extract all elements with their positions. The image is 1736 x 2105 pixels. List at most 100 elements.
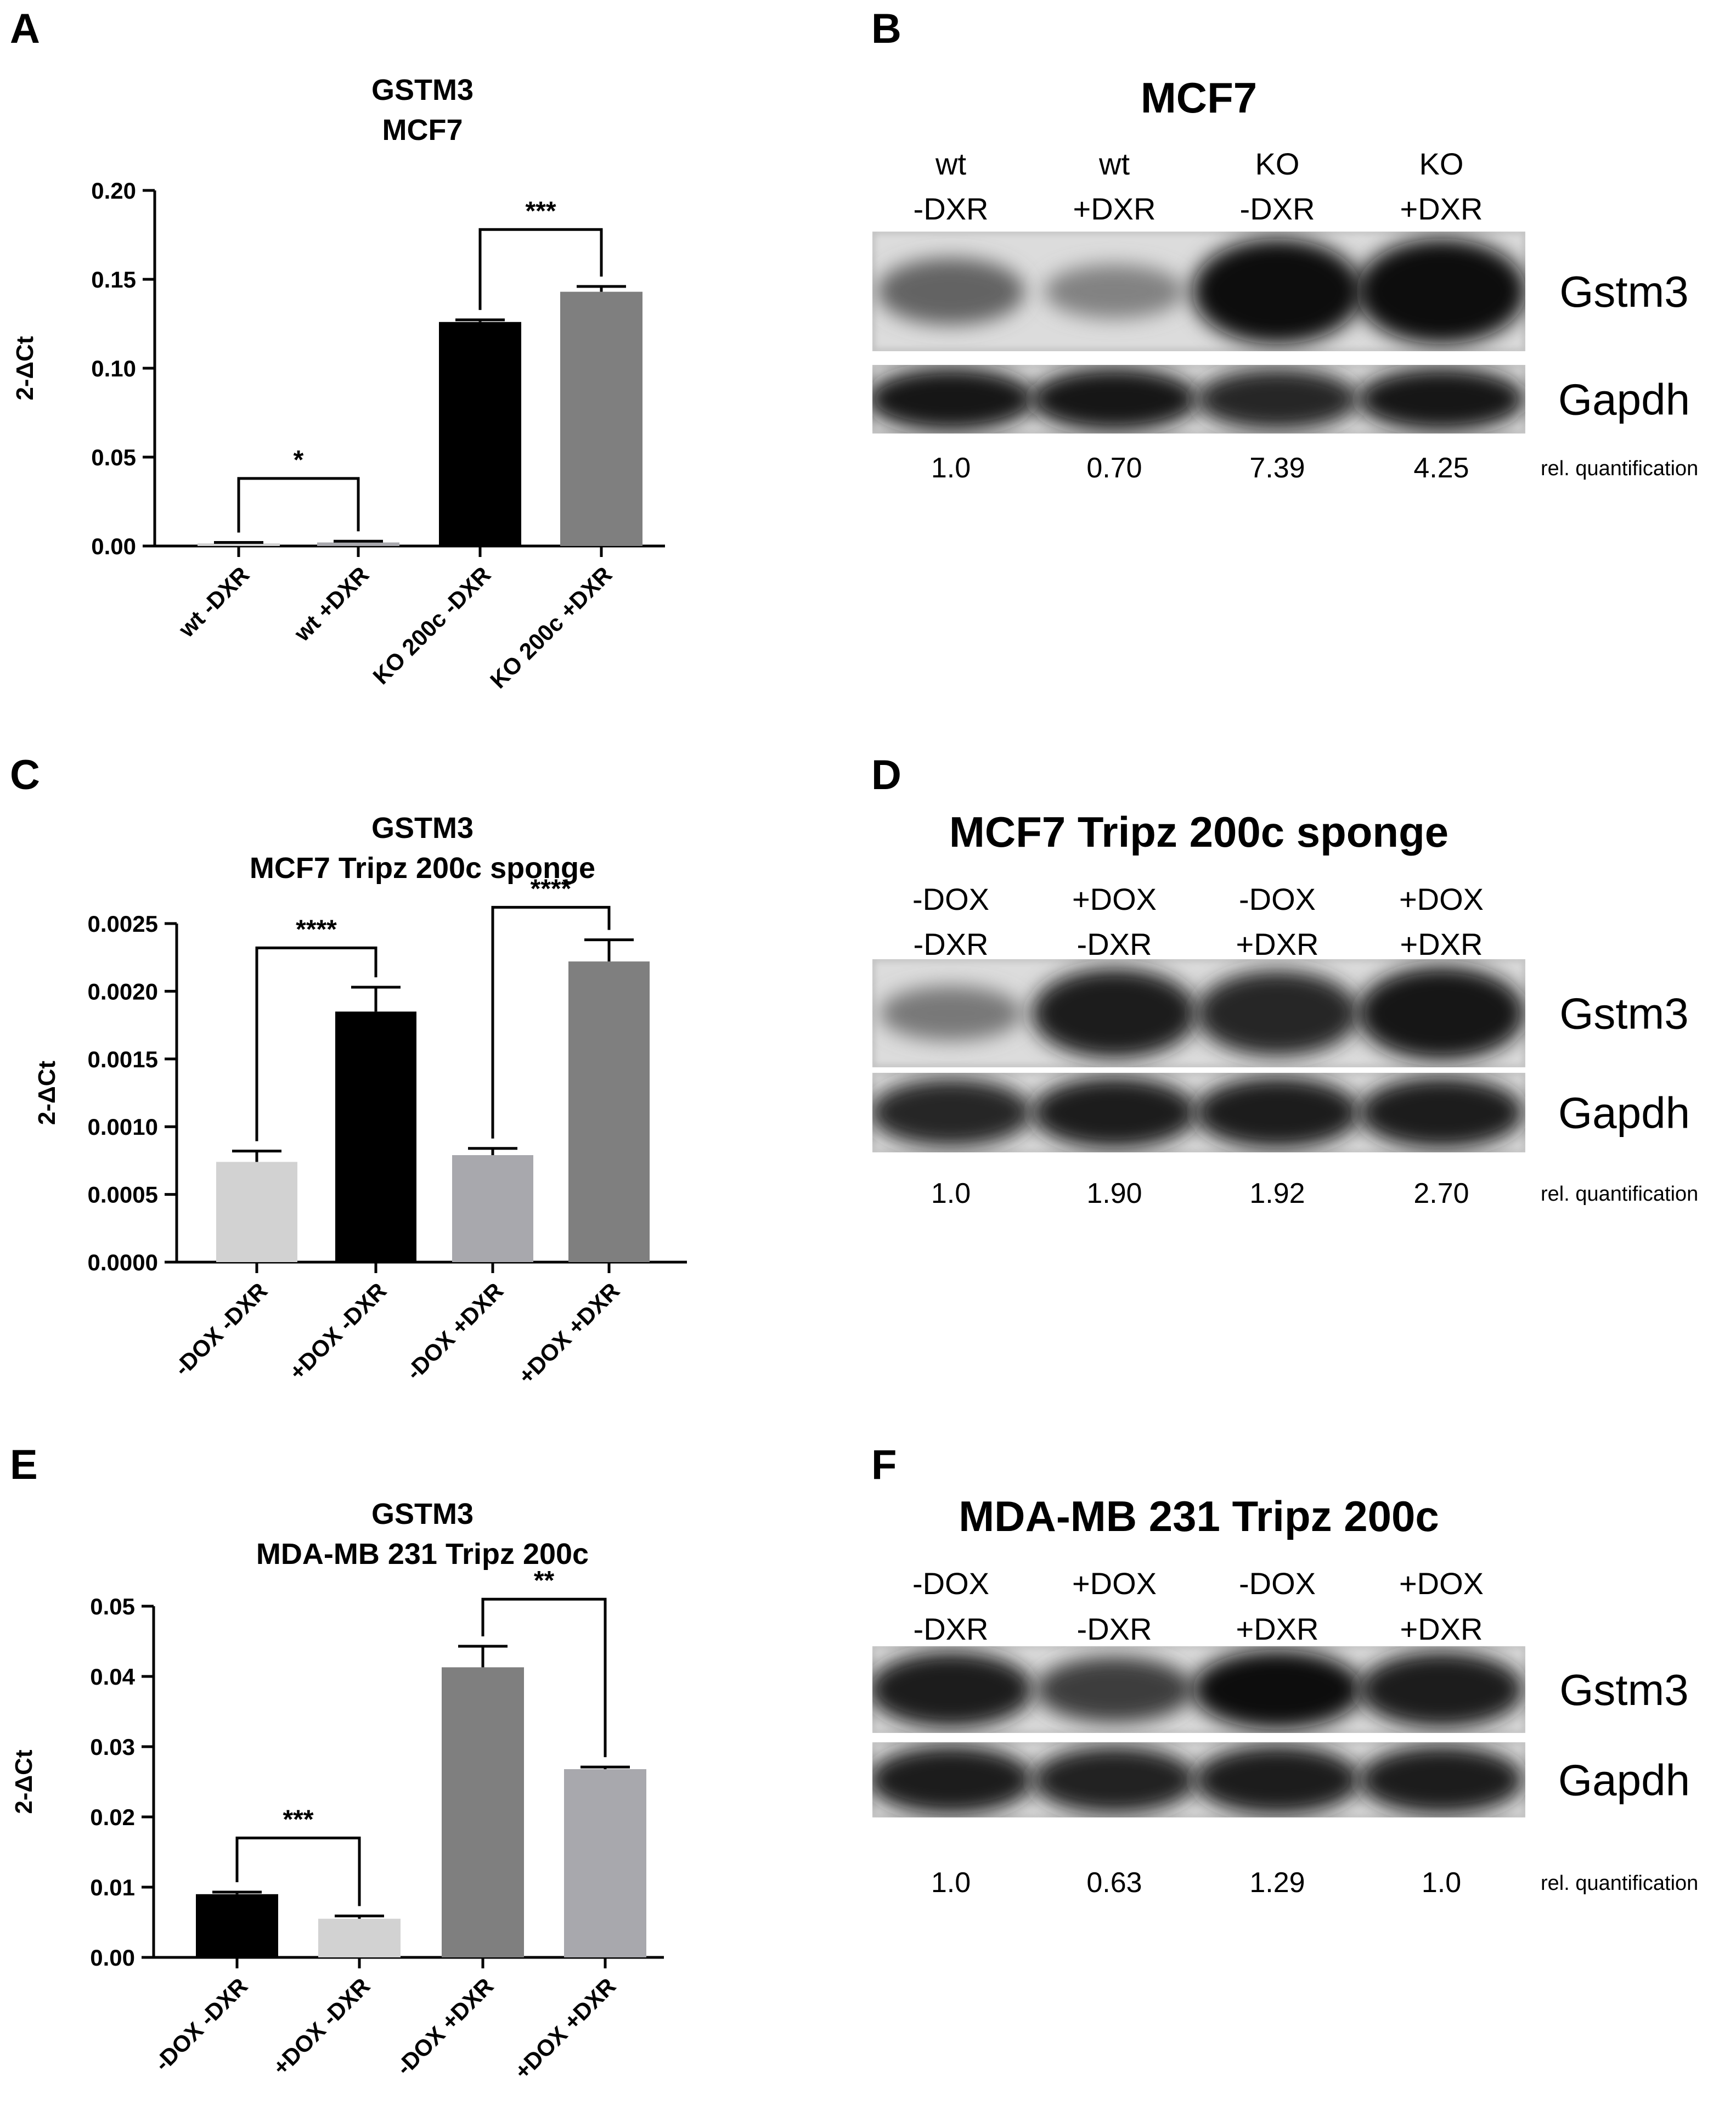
y-axis-label: 2-ΔCt [33,1061,60,1125]
y-tick-label: 0.10 [91,356,136,381]
lane-label-top: -DOX [912,882,989,916]
bar-chart-c: GSTM3 MCF7 Tripz 200c sponge 0.0000 0.0005 0… [33,812,687,1389]
significance-bracket [235,1836,361,1906]
x-tick-label: +DOX -DXR [284,1277,392,1385]
western-blot-f: MDA-MB 231 Tripz 200c -DOX -DXR +DOX -DXR -DO… [872,1492,1698,1899]
bar-1 [317,542,399,546]
blot-title: MCF7 [1141,74,1257,122]
y-tick-label: 0.20 [91,178,136,204]
blot-row-label: Gstm3 [1559,267,1689,316]
y-tick-label: 0.05 [91,444,136,470]
blot-band [1194,1745,1361,1815]
blot-band [1192,1650,1362,1730]
chart-subtitle: MDA-MB 231 Tripz 200c [256,1538,589,1571]
panel-letter-c: C [10,752,40,798]
blot-band [1357,966,1525,1060]
blot-row-label: Gapdh [1558,1089,1690,1138]
lane-label-bottom: +DXR [1400,1612,1483,1646]
lane-label-top: wt [935,147,966,181]
x-tick-label: -DOX +DXR [401,1277,509,1385]
panel-letter-d: D [871,752,901,798]
quant-label: rel. quantification [1541,1183,1698,1206]
bar-1 [335,1011,416,1262]
lane-label-top: wt [1098,147,1130,181]
lane-label-top: +DOX [1072,882,1157,916]
chart-title: GSTM3 [371,74,474,106]
x-tick-label: +DOX +DXR [513,1277,624,1389]
quant-value: 1.92 [1249,1178,1305,1209]
quant-label: rel. quantification [1541,1872,1698,1895]
significance-bracket [255,946,377,1141]
x-tick-label: -DOX -DXR [169,1277,272,1381]
bar-0 [196,1894,278,1957]
x-tick-label: KO 200c -DXR [368,561,495,689]
blot-band [1194,1077,1360,1149]
quant-value: 7.39 [1249,452,1305,484]
y-tick-label: 0.01 [90,1875,135,1900]
panel-letter-a: A [10,5,40,52]
y-axis-label: 2-ΔCt [12,336,38,401]
blot-band [1359,1651,1524,1728]
lane-label-bottom: -DXR [1077,1612,1152,1646]
quant-value: 1.0 [931,452,971,484]
y-tick-label: 0.04 [90,1664,135,1690]
blot-row-label: Gapdh [1558,1756,1690,1805]
significance-label: ** [534,1566,555,1595]
quant-label: rel. quantification [1541,457,1698,480]
significance-label: **** [531,874,572,903]
quant-value: 1.29 [1249,1867,1305,1899]
x-tick-label: -DOX +DXR [391,1973,499,2080]
quant-value: 1.0 [931,1867,971,1899]
bar-0 [216,1162,297,1262]
blot-band [872,1746,1034,1814]
bar-3 [564,1769,646,1957]
bar-1 [318,1918,401,1957]
blot-band [1356,238,1525,345]
blot-band [1192,238,1362,345]
blot-band [872,368,1035,431]
significance-label: * [294,446,304,475]
y-tick-label: 0.15 [91,267,136,292]
significance-bracket [237,477,360,533]
blot-row-label: Gapdh [1558,375,1690,424]
bar-chart-a: GSTM3 MCF7 0.00 0.05 0.10 0.15 0.20 2-ΔCt wt -DX… [12,74,665,694]
blot-band [1359,1746,1524,1814]
y-tick-label: 0.0020 [88,978,158,1004]
quant-value: 0.63 [1086,1867,1142,1899]
blot-row-label: Gstm3 [1559,1665,1689,1714]
lane-label-bottom: +DXR [1400,192,1483,226]
y-tick-label: 0.0005 [88,1182,158,1208]
y-tick-label: 0.0010 [88,1114,158,1140]
lane-label-bottom: -DXR [1240,192,1315,226]
chart-title: GSTM3 [371,1498,474,1530]
lane-label-bottom: +DXR [1236,927,1319,961]
significance-label: *** [283,1805,313,1834]
quant-value: 1.0 [1422,1867,1461,1899]
blot-band [1030,368,1198,431]
blot-strip-gapdh [872,365,1525,434]
blot-band [1357,368,1525,431]
lane-label-top: +DOX [1072,1566,1157,1601]
bar-3 [568,961,650,1262]
chart-title: GSTM3 [371,812,474,845]
lane-label-bottom: -DXR [914,192,989,226]
quant-value: 0.70 [1086,452,1142,484]
y-tick-label: 0.0000 [88,1250,158,1275]
western-blot-d: MCF7 Tripz 200c sponge -DOX -DXR +DOX -DXR -D… [872,808,1698,1209]
blot-band [1032,1077,1197,1149]
panel-letter-e: E [10,1442,38,1488]
chart-subtitle: MCF7 [382,114,463,147]
significance-bracket [491,905,611,1139]
lane-label-top: +DOX [1399,882,1484,916]
x-tick-label: -DOX -DXR [149,1973,252,2076]
lane-label-bottom: -DXR [1077,927,1152,961]
y-tick-label: 0.0025 [88,911,158,937]
bar-2 [442,1667,524,1957]
lane-label-top: -DOX [1239,1566,1316,1601]
lane-label-bottom: +DXR [1236,1612,1319,1646]
lane-label-top: +DOX [1399,1566,1484,1601]
lane-label-bottom: +DXR [1073,192,1156,226]
blot-band [872,1651,1034,1728]
blot-band [1196,368,1359,430]
